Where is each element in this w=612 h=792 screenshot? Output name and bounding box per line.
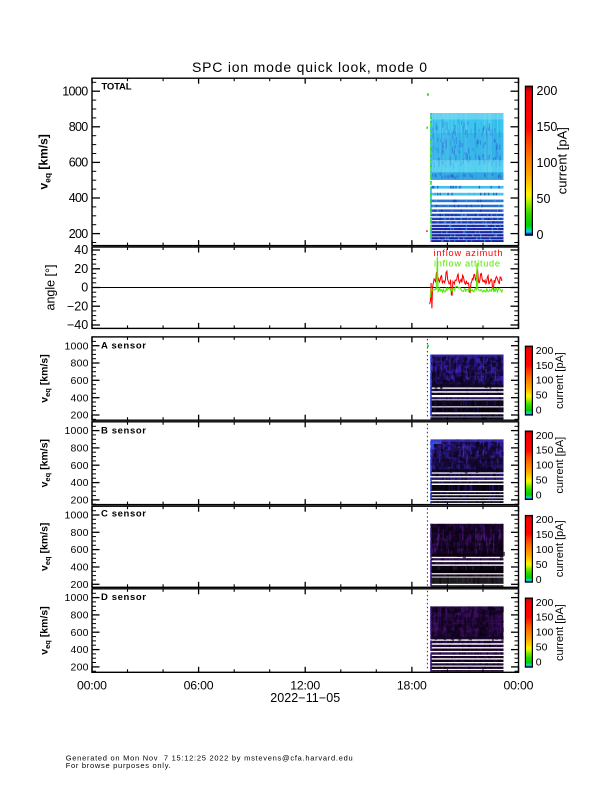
svg-text:00:00: 00:00 — [77, 679, 107, 693]
svg-text:150: 150 — [537, 120, 558, 134]
svg-text:inflow attitude: inflow attitude — [434, 258, 500, 268]
svg-text:TOTAL: TOTAL — [102, 82, 132, 93]
svg-text:800: 800 — [71, 610, 89, 622]
svg-text:200: 200 — [71, 410, 89, 422]
svg-text:0: 0 — [81, 281, 88, 295]
svg-text:0: 0 — [536, 405, 542, 417]
svg-text:−40: −40 — [67, 318, 88, 332]
svg-text:current [pA]: current [pA] — [554, 520, 566, 577]
svg-text:600: 600 — [71, 544, 89, 556]
svg-text:800: 800 — [71, 358, 89, 370]
svg-text:400: 400 — [71, 477, 89, 489]
svg-text:600: 600 — [71, 627, 89, 639]
svg-text:1000: 1000 — [65, 592, 89, 604]
svg-text:For browse purposes only.: For browse purposes only. — [66, 761, 171, 770]
svg-text:current [pA]: current [pA] — [554, 352, 566, 409]
svg-text:200: 200 — [536, 430, 554, 442]
svg-text:current [pA]: current [pA] — [554, 437, 566, 494]
svg-text:0: 0 — [536, 657, 542, 669]
svg-text:40: 40 — [74, 243, 88, 257]
svg-text:600: 600 — [71, 375, 89, 387]
svg-text:100: 100 — [536, 627, 554, 639]
svg-text:200: 200 — [69, 227, 89, 241]
svg-text:0: 0 — [536, 574, 542, 586]
svg-text:200: 200 — [71, 495, 89, 507]
svg-text:18:00: 18:00 — [397, 679, 427, 693]
svg-text:0: 0 — [536, 490, 542, 502]
svg-text:−20: −20 — [67, 299, 88, 313]
svg-text:200: 200 — [537, 84, 558, 98]
svg-text:400: 400 — [71, 562, 89, 574]
svg-text:150: 150 — [536, 612, 554, 624]
svg-text:600: 600 — [69, 156, 89, 170]
svg-text:800: 800 — [71, 443, 89, 455]
svg-text:angle [°]: angle [°] — [43, 264, 57, 310]
svg-text:100: 100 — [537, 156, 558, 170]
svg-text:800: 800 — [71, 527, 89, 539]
svg-text:200: 200 — [536, 514, 554, 526]
svg-text:100: 100 — [536, 460, 554, 472]
svg-text:50: 50 — [536, 559, 548, 571]
svg-text:Generated on Mon Nov 7 15:12:: Generated on Mon Nov 7 15:12:25 2022 by … — [66, 754, 353, 763]
svg-text:50: 50 — [536, 475, 548, 487]
svg-text:150: 150 — [536, 445, 554, 457]
svg-text:50: 50 — [537, 192, 551, 206]
svg-text:1000: 1000 — [65, 510, 89, 522]
svg-text:50: 50 — [536, 642, 548, 654]
svg-text:1000: 1000 — [62, 84, 88, 98]
svg-text:400: 400 — [71, 392, 89, 404]
svg-text:2022−11−05: 2022−11−05 — [270, 691, 340, 705]
svg-text:400: 400 — [71, 644, 89, 656]
svg-text:100: 100 — [536, 544, 554, 556]
svg-text:current [pA]: current [pA] — [555, 127, 570, 194]
svg-text:1000: 1000 — [65, 425, 89, 437]
svg-text:D sensor: D sensor — [101, 592, 146, 603]
svg-text:20: 20 — [74, 262, 88, 276]
svg-text:0: 0 — [537, 228, 544, 242]
svg-text:1000: 1000 — [65, 340, 89, 352]
svg-text:00:00: 00:00 — [504, 679, 534, 693]
svg-text:50: 50 — [536, 390, 548, 402]
svg-text:100: 100 — [536, 375, 554, 387]
svg-text:150: 150 — [536, 360, 554, 372]
svg-text:A sensor: A sensor — [101, 341, 146, 352]
svg-text:200: 200 — [536, 597, 554, 609]
svg-text:200: 200 — [71, 662, 89, 674]
svg-text:SPC ion mode quick look, mode: SPC ion mode quick look, mode 0 — [192, 59, 427, 75]
svg-text:inflow azimuth: inflow azimuth — [434, 248, 503, 258]
svg-text:800: 800 — [69, 120, 89, 134]
svg-text:600: 600 — [71, 460, 89, 472]
svg-text:B sensor: B sensor — [101, 426, 146, 437]
svg-text:C sensor: C sensor — [101, 509, 146, 520]
svg-text:12:00: 12:00 — [290, 679, 320, 693]
svg-text:current [pA]: current [pA] — [554, 604, 566, 661]
svg-text:400: 400 — [69, 191, 89, 205]
svg-text:200: 200 — [536, 345, 554, 357]
svg-text:200: 200 — [71, 579, 89, 591]
svg-text:06:00: 06:00 — [184, 679, 214, 693]
svg-text:150: 150 — [536, 529, 554, 541]
